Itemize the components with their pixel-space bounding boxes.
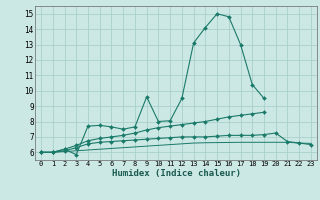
X-axis label: Humidex (Indice chaleur): Humidex (Indice chaleur) [111,169,241,178]
